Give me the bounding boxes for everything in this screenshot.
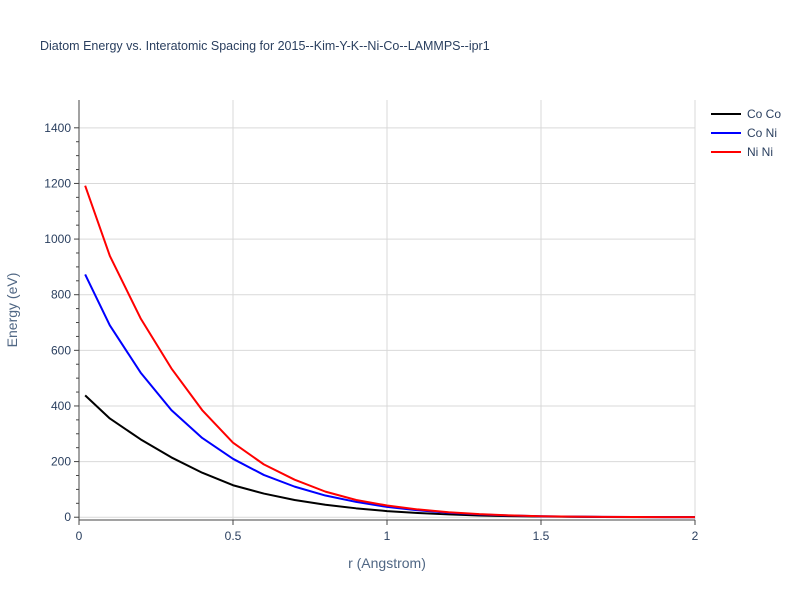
- chart-title: Diatom Energy vs. Interatomic Spacing fo…: [40, 39, 490, 53]
- series-lines: [84, 185, 696, 519]
- x-axis-label: r (Angstrom): [348, 555, 426, 571]
- legend: Co Co Co Ni Ni Ni: [711, 107, 781, 159]
- legend-label: Co Co: [747, 107, 781, 121]
- x-tick-label: 0.5: [225, 529, 242, 543]
- y-tick-label: 600: [51, 343, 71, 357]
- series-line-ni-ni: [84, 185, 696, 519]
- legend-label: Co Ni: [747, 126, 777, 140]
- legend-label: Ni Ni: [747, 145, 773, 159]
- x-tick-label: 2: [692, 529, 699, 543]
- y-tick-label: 0: [64, 510, 71, 524]
- y-axis-label: Energy (eV): [4, 273, 20, 348]
- y-tick-label: 800: [51, 288, 71, 302]
- series-line-co-ni: [84, 273, 696, 519]
- y-tick-label: 1000: [44, 232, 71, 246]
- x-tick-label: 1: [384, 529, 391, 543]
- y-tick-label: 1400: [44, 121, 71, 135]
- x-ticks: 0 0.5 1 1.5 2: [76, 520, 699, 543]
- y-tick-label: 200: [51, 455, 71, 469]
- x-tick-label: 0: [76, 529, 83, 543]
- x-tick-label: 1.5: [533, 529, 550, 543]
- y-tick-label: 1200: [44, 176, 71, 190]
- y-tick-label: 400: [51, 399, 71, 413]
- y-ticks: 0 200 400 600 800 1000 1200 1400: [44, 121, 79, 524]
